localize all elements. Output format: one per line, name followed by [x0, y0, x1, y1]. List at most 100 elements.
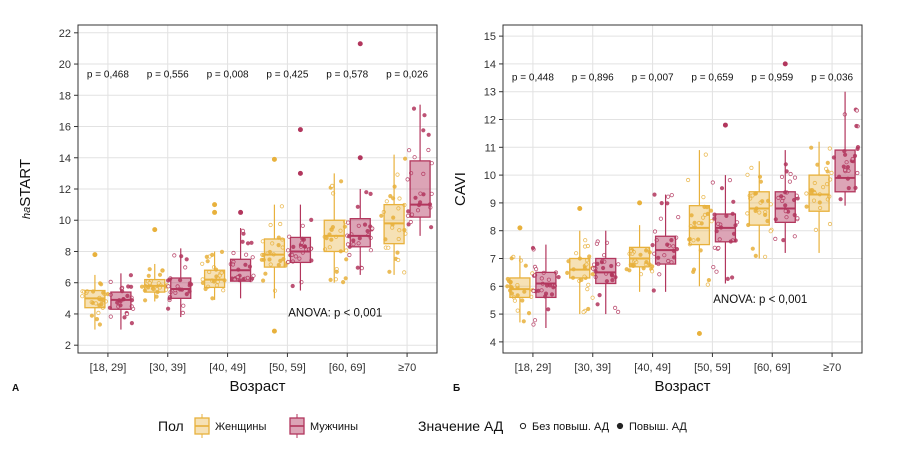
jitter-point [347, 252, 352, 258]
outlier-point [357, 155, 363, 161]
jitter-point [649, 269, 655, 274]
box-male [774, 191, 796, 224]
jitter-point [657, 272, 662, 277]
jitter-point [418, 191, 423, 196]
jitter-point [549, 292, 555, 297]
y-tick-label: 4 [490, 337, 496, 349]
jitter-point [364, 190, 369, 195]
jitter-point [531, 322, 536, 327]
jitter-point [270, 241, 275, 246]
jitter-point [731, 199, 736, 204]
y-axis-title: CAVI [452, 172, 469, 206]
jitter-point [515, 308, 520, 313]
jitter-point [715, 221, 721, 226]
jitter-point [291, 244, 296, 249]
jitter-point [820, 185, 826, 190]
jitter-point [129, 320, 134, 326]
jitter-point [396, 236, 401, 242]
jitter-point [397, 196, 402, 201]
jitter-point [96, 310, 101, 315]
jitter-point [762, 254, 768, 259]
jitter-point [612, 305, 618, 310]
jitter-point [390, 225, 395, 230]
jitter-point [406, 209, 411, 214]
jitter-point [817, 200, 822, 205]
box-female [628, 246, 651, 268]
jitter-point [846, 186, 851, 191]
outlier-point [517, 225, 523, 231]
jitter-point [260, 278, 266, 283]
outlier-point [782, 61, 788, 67]
jitter-point [804, 204, 809, 209]
jitter-point [391, 215, 396, 220]
jitter-point [221, 288, 226, 293]
y-tick-label: 2 [65, 340, 71, 352]
x-axis-title: Возраст [654, 378, 710, 395]
jitter-point [825, 160, 830, 165]
jitter-point [249, 240, 254, 245]
jitter-point [696, 220, 702, 226]
jitter-point [691, 238, 696, 243]
jitter-point [200, 261, 205, 266]
jitter-point [809, 188, 815, 193]
jitter-point [709, 219, 714, 224]
jitter-point [662, 253, 667, 258]
p-value-label: p = 0,008 [207, 69, 249, 80]
jitter-point [370, 226, 375, 231]
p-value-label: p = 0,659 [691, 72, 733, 83]
panel-hastart: 2 4 6 8 10 12 14 16 18 20 22 p = 0,468 p = 0,556 p = … [12, 24, 438, 395]
jitter-point [356, 241, 361, 246]
jitter-point [669, 238, 674, 243]
jitter-point [585, 286, 590, 292]
jitter-point [725, 276, 730, 281]
jitter-point [850, 156, 855, 162]
x-tick-label: [60, 69] [754, 362, 791, 374]
jitter-point [235, 274, 240, 280]
box-female [688, 205, 711, 246]
jitter-point [396, 206, 401, 211]
jitter-point [526, 310, 532, 316]
jitter-point [368, 191, 373, 196]
p-value-label: p = 0,425 [266, 69, 308, 80]
y-tick-label: 6 [490, 281, 496, 293]
jitter-point [505, 284, 510, 289]
jitter-point [827, 221, 833, 227]
jitter-point [659, 201, 664, 206]
jitter-point [749, 165, 754, 170]
y-tick-label: 13 [484, 87, 496, 99]
jitter-point [426, 147, 431, 153]
box-female [509, 277, 531, 299]
outlier-point [271, 156, 277, 162]
outlier-point [297, 127, 303, 133]
jitter-point [515, 282, 520, 288]
jitter-point [838, 197, 843, 202]
jitter-point [128, 273, 133, 278]
box-female [263, 238, 286, 268]
legend-sex-title: Пол [158, 418, 184, 434]
jitter-point [278, 221, 283, 227]
y-tick-label: 10 [59, 215, 71, 227]
p-value-label: p = 0,468 [87, 69, 129, 80]
jitter-point [122, 315, 127, 320]
jitter-point [245, 241, 251, 246]
jitter-point [691, 269, 696, 274]
jitter-point [172, 253, 177, 258]
legend-label-bp: Повыш. АД [629, 421, 687, 433]
jitter-point [343, 276, 348, 281]
jitter-point [757, 210, 762, 215]
jitter-point [422, 113, 427, 118]
jitter-point [531, 288, 536, 293]
jitter-point [521, 319, 526, 324]
y-tick-label: 11 [485, 142, 496, 154]
jitter-point [784, 215, 789, 220]
jitter-point [779, 194, 784, 199]
jitter-point [205, 259, 210, 264]
y-tick-label: 14 [59, 153, 71, 165]
jitter-point [565, 270, 570, 275]
jitter-point [717, 237, 722, 242]
jitter-point [147, 280, 152, 285]
panel-border [502, 24, 863, 354]
jitter-point [276, 243, 281, 248]
jitter-point [556, 274, 561, 280]
jitter-point [259, 257, 264, 262]
